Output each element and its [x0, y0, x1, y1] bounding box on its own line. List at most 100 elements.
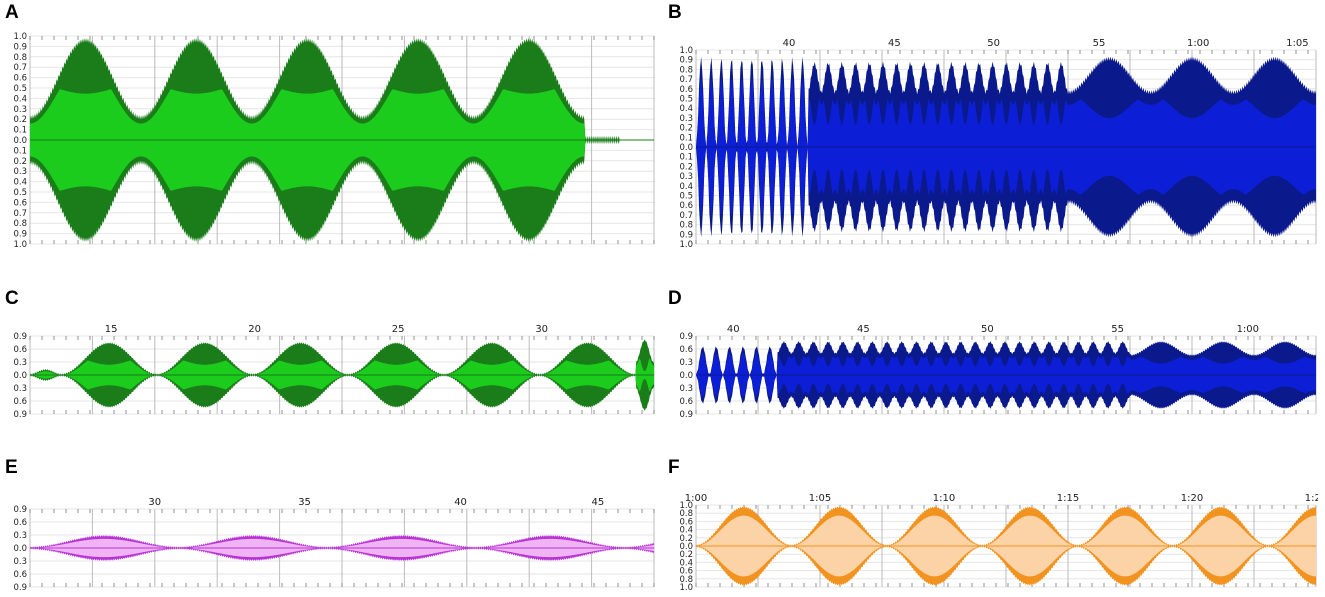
- y-tick-label: 1.0: [679, 583, 693, 591]
- y-tick-label: 0.1: [13, 126, 27, 136]
- y-tick-label: 0.5: [13, 188, 27, 198]
- y-tick-label: 0.0: [679, 542, 693, 552]
- waveform-panel-a: 1.00.90.80.70.60.50.40.30.20.10.00.10.20…: [13, 32, 655, 248]
- y-tick-label: 0.9: [679, 230, 693, 240]
- y-tick-label: 0.6: [679, 397, 693, 407]
- y-tick-label: 0.3: [679, 358, 693, 368]
- x-tick-label: 1:05: [1286, 38, 1308, 49]
- x-tick-label: 45: [888, 38, 901, 49]
- y-tick-label: 0.4: [679, 526, 693, 536]
- y-tick-label: 0.4: [679, 558, 693, 568]
- y-tick-label: 0.3: [679, 172, 693, 182]
- y-tick-label: 0.3: [13, 167, 27, 177]
- y-tick-label: 0.1: [679, 153, 693, 163]
- x-tick-label: 1:00: [1237, 324, 1259, 335]
- y-tick-label: 0.9: [13, 230, 27, 240]
- x-tick-label: 55: [1093, 38, 1106, 49]
- waveform-panel-f: 1.00.80.60.40.20.00.20.40.60.81.01:00 1:0…: [679, 493, 1318, 591]
- y-tick-label: 0.9: [13, 332, 27, 342]
- x-tick-label: 1:00: [685, 493, 707, 504]
- y-tick-label: 0.8: [679, 575, 693, 585]
- y-tick-label: 0.3: [679, 384, 693, 394]
- y-tick-label: 0.6: [13, 518, 27, 528]
- x-tick-label: 50: [987, 38, 1000, 49]
- waveform-panel-d: 0.9 0.6 0.3 0.0 0.3 0.6 0.9 40 45 50 55 1:00: [679, 324, 1317, 418]
- y-tick-label: 0.3: [13, 531, 27, 541]
- y-tick-label: 0.9: [13, 583, 27, 591]
- y-tick-label: 0.7: [679, 211, 693, 221]
- y-tick-label: 0.4: [679, 104, 693, 114]
- x-tick-label: 55: [1111, 324, 1124, 335]
- waveform-panel-e: 0.9 0.6 0.3 0.0 0.3 0.6 0.9 30 35 40 45: [13, 497, 655, 591]
- y-tick-label: 0.9: [13, 42, 27, 52]
- y-tick-label: 0.0: [13, 544, 27, 554]
- x-tick-label: 25: [392, 324, 405, 335]
- y-tick-label: 0.6: [679, 567, 693, 577]
- y-tick-label: 0.7: [13, 63, 27, 73]
- x-tick-label: 1:10: [933, 493, 955, 504]
- y-tick-label: 0.6: [13, 345, 27, 355]
- y-tick-label: 0.6: [13, 74, 27, 84]
- y-tick-label: 0.7: [13, 209, 27, 219]
- x-tick-label: 1:00: [1187, 38, 1209, 49]
- y-tick-label: 0.2: [13, 115, 27, 125]
- waveform-panel-c: 0.9 0.6 0.3 0.0 0.3 0.6 0.9 15 20 25 30: [13, 324, 655, 418]
- x-tick-label: 1:05: [809, 493, 831, 504]
- y-tick-label: 0.0: [679, 143, 693, 153]
- y-tick-label: 0.1: [679, 133, 693, 143]
- y-tick-label: 1.0: [679, 46, 693, 56]
- y-tick-label: 0.1: [13, 146, 27, 156]
- y-tick-label: 0.9: [13, 505, 27, 515]
- panel-label-f: F: [668, 457, 680, 478]
- y-tick-label: 0.6: [679, 85, 693, 95]
- y-tick-label: 0.9: [679, 56, 693, 66]
- y-tick-label: 0.4: [13, 94, 27, 104]
- y-tick-label: 0.7: [679, 75, 693, 85]
- y-tick-label: 0.2: [679, 550, 693, 560]
- x-tick-label: 15: [105, 324, 118, 335]
- y-tick-label: 0.8: [13, 53, 27, 63]
- y-tick-label: 0.8: [679, 65, 693, 75]
- y-tick-label: 0.0: [13, 371, 27, 381]
- panel-label-a: A: [5, 2, 19, 23]
- x-tick-label: 20: [248, 324, 261, 335]
- y-tick-label: 0.9: [679, 332, 693, 342]
- x-tick-label: 50: [981, 324, 994, 335]
- y-tick-label: 0.9: [679, 410, 693, 418]
- x-tick-label: 40: [454, 497, 467, 508]
- y-tick-label: 0.6: [679, 517, 693, 527]
- y-tick-label: 0.8: [13, 219, 27, 229]
- y-tick-label: 0.8: [679, 221, 693, 231]
- y-tick-label: 0.3: [679, 114, 693, 124]
- y-tick-label: 0.5: [679, 95, 693, 105]
- y-tick-label: 1.0: [679, 240, 693, 248]
- y-tick-label: 0.6: [679, 201, 693, 211]
- y-tick-label: 0.9: [13, 410, 27, 418]
- x-tick-label: 35: [298, 497, 311, 508]
- y-tick-label: 0.0: [679, 371, 693, 381]
- y-tick-label: 0.6: [679, 345, 693, 355]
- panel-label-c: C: [5, 288, 19, 309]
- y-tick-label: 1.0: [13, 32, 27, 42]
- y-tick-label: 0.2: [13, 157, 27, 167]
- x-tick-label: 45: [591, 497, 604, 508]
- y-tick-label: 0.3: [13, 105, 27, 115]
- y-tick-label: 0.6: [13, 397, 27, 407]
- y-tick-label: 0.4: [13, 178, 27, 188]
- y-tick-label: 0.0: [13, 136, 27, 146]
- y-tick-label: 0.2: [679, 124, 693, 134]
- y-tick-label: 0.4: [679, 182, 693, 192]
- y-tick-label: 1.0: [679, 501, 693, 511]
- x-tick-label: 45: [857, 324, 870, 335]
- y-tick-label: 0.5: [13, 84, 27, 94]
- y-tick-label: 0.5: [679, 192, 693, 202]
- y-tick-label: 0.2: [679, 534, 693, 544]
- panel-label-d: D: [668, 288, 682, 309]
- waveform-panel-b: 1.00.90.80.70.60.50.40.30.20.10.00.10.20…: [679, 38, 1317, 248]
- x-tick-label: 30: [535, 324, 548, 335]
- x-tick-label: 1:15: [1057, 493, 1079, 504]
- y-tick-label: 0.3: [13, 358, 27, 368]
- y-tick-label: 1.0: [13, 240, 27, 248]
- y-tick-label: 0.6: [13, 198, 27, 208]
- x-tick-label: 1:20: [1181, 493, 1203, 504]
